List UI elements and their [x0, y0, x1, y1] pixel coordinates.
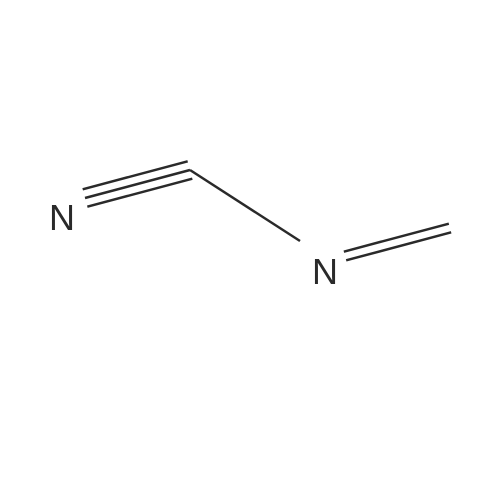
atom-label-N1: N [49, 197, 75, 239]
molecule-diagram: NN [0, 0, 500, 500]
atom-label-N2: N [312, 251, 338, 293]
bond-layer [0, 0, 500, 500]
bond-single [190, 170, 300, 241]
